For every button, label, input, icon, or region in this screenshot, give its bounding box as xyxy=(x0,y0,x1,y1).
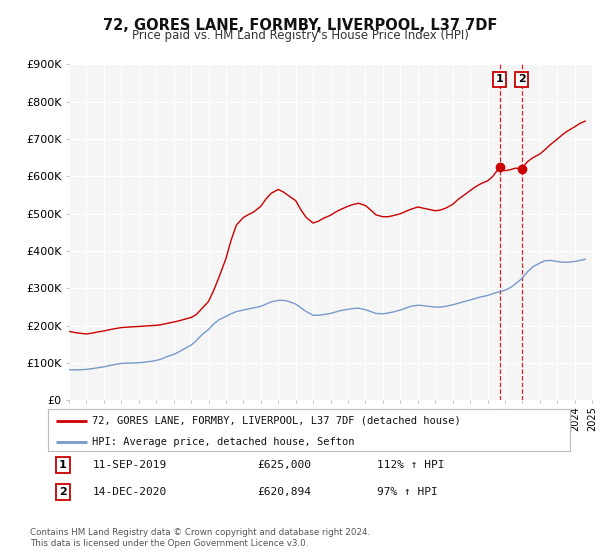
Text: 97% ↑ HPI: 97% ↑ HPI xyxy=(377,487,437,497)
Text: HPI: Average price, detached house, Sefton: HPI: Average price, detached house, Seft… xyxy=(92,437,355,446)
Text: Price paid vs. HM Land Registry's House Price Index (HPI): Price paid vs. HM Land Registry's House … xyxy=(131,29,469,42)
Text: £620,894: £620,894 xyxy=(257,487,311,497)
Text: 2: 2 xyxy=(59,487,67,497)
Text: 2: 2 xyxy=(518,74,526,85)
Text: 72, GORES LANE, FORMBY, LIVERPOOL, L37 7DF (detached house): 72, GORES LANE, FORMBY, LIVERPOOL, L37 7… xyxy=(92,416,461,426)
Text: £625,000: £625,000 xyxy=(257,460,311,470)
Text: 14-DEC-2020: 14-DEC-2020 xyxy=(92,487,167,497)
Text: 1: 1 xyxy=(496,74,503,85)
Text: 1: 1 xyxy=(59,460,67,470)
Text: This data is licensed under the Open Government Licence v3.0.: This data is licensed under the Open Gov… xyxy=(30,539,308,548)
Text: 112% ↑ HPI: 112% ↑ HPI xyxy=(377,460,445,470)
Text: 11-SEP-2019: 11-SEP-2019 xyxy=(92,460,167,470)
Text: Contains HM Land Registry data © Crown copyright and database right 2024.: Contains HM Land Registry data © Crown c… xyxy=(30,528,370,536)
Text: 72, GORES LANE, FORMBY, LIVERPOOL, L37 7DF: 72, GORES LANE, FORMBY, LIVERPOOL, L37 7… xyxy=(103,18,497,33)
